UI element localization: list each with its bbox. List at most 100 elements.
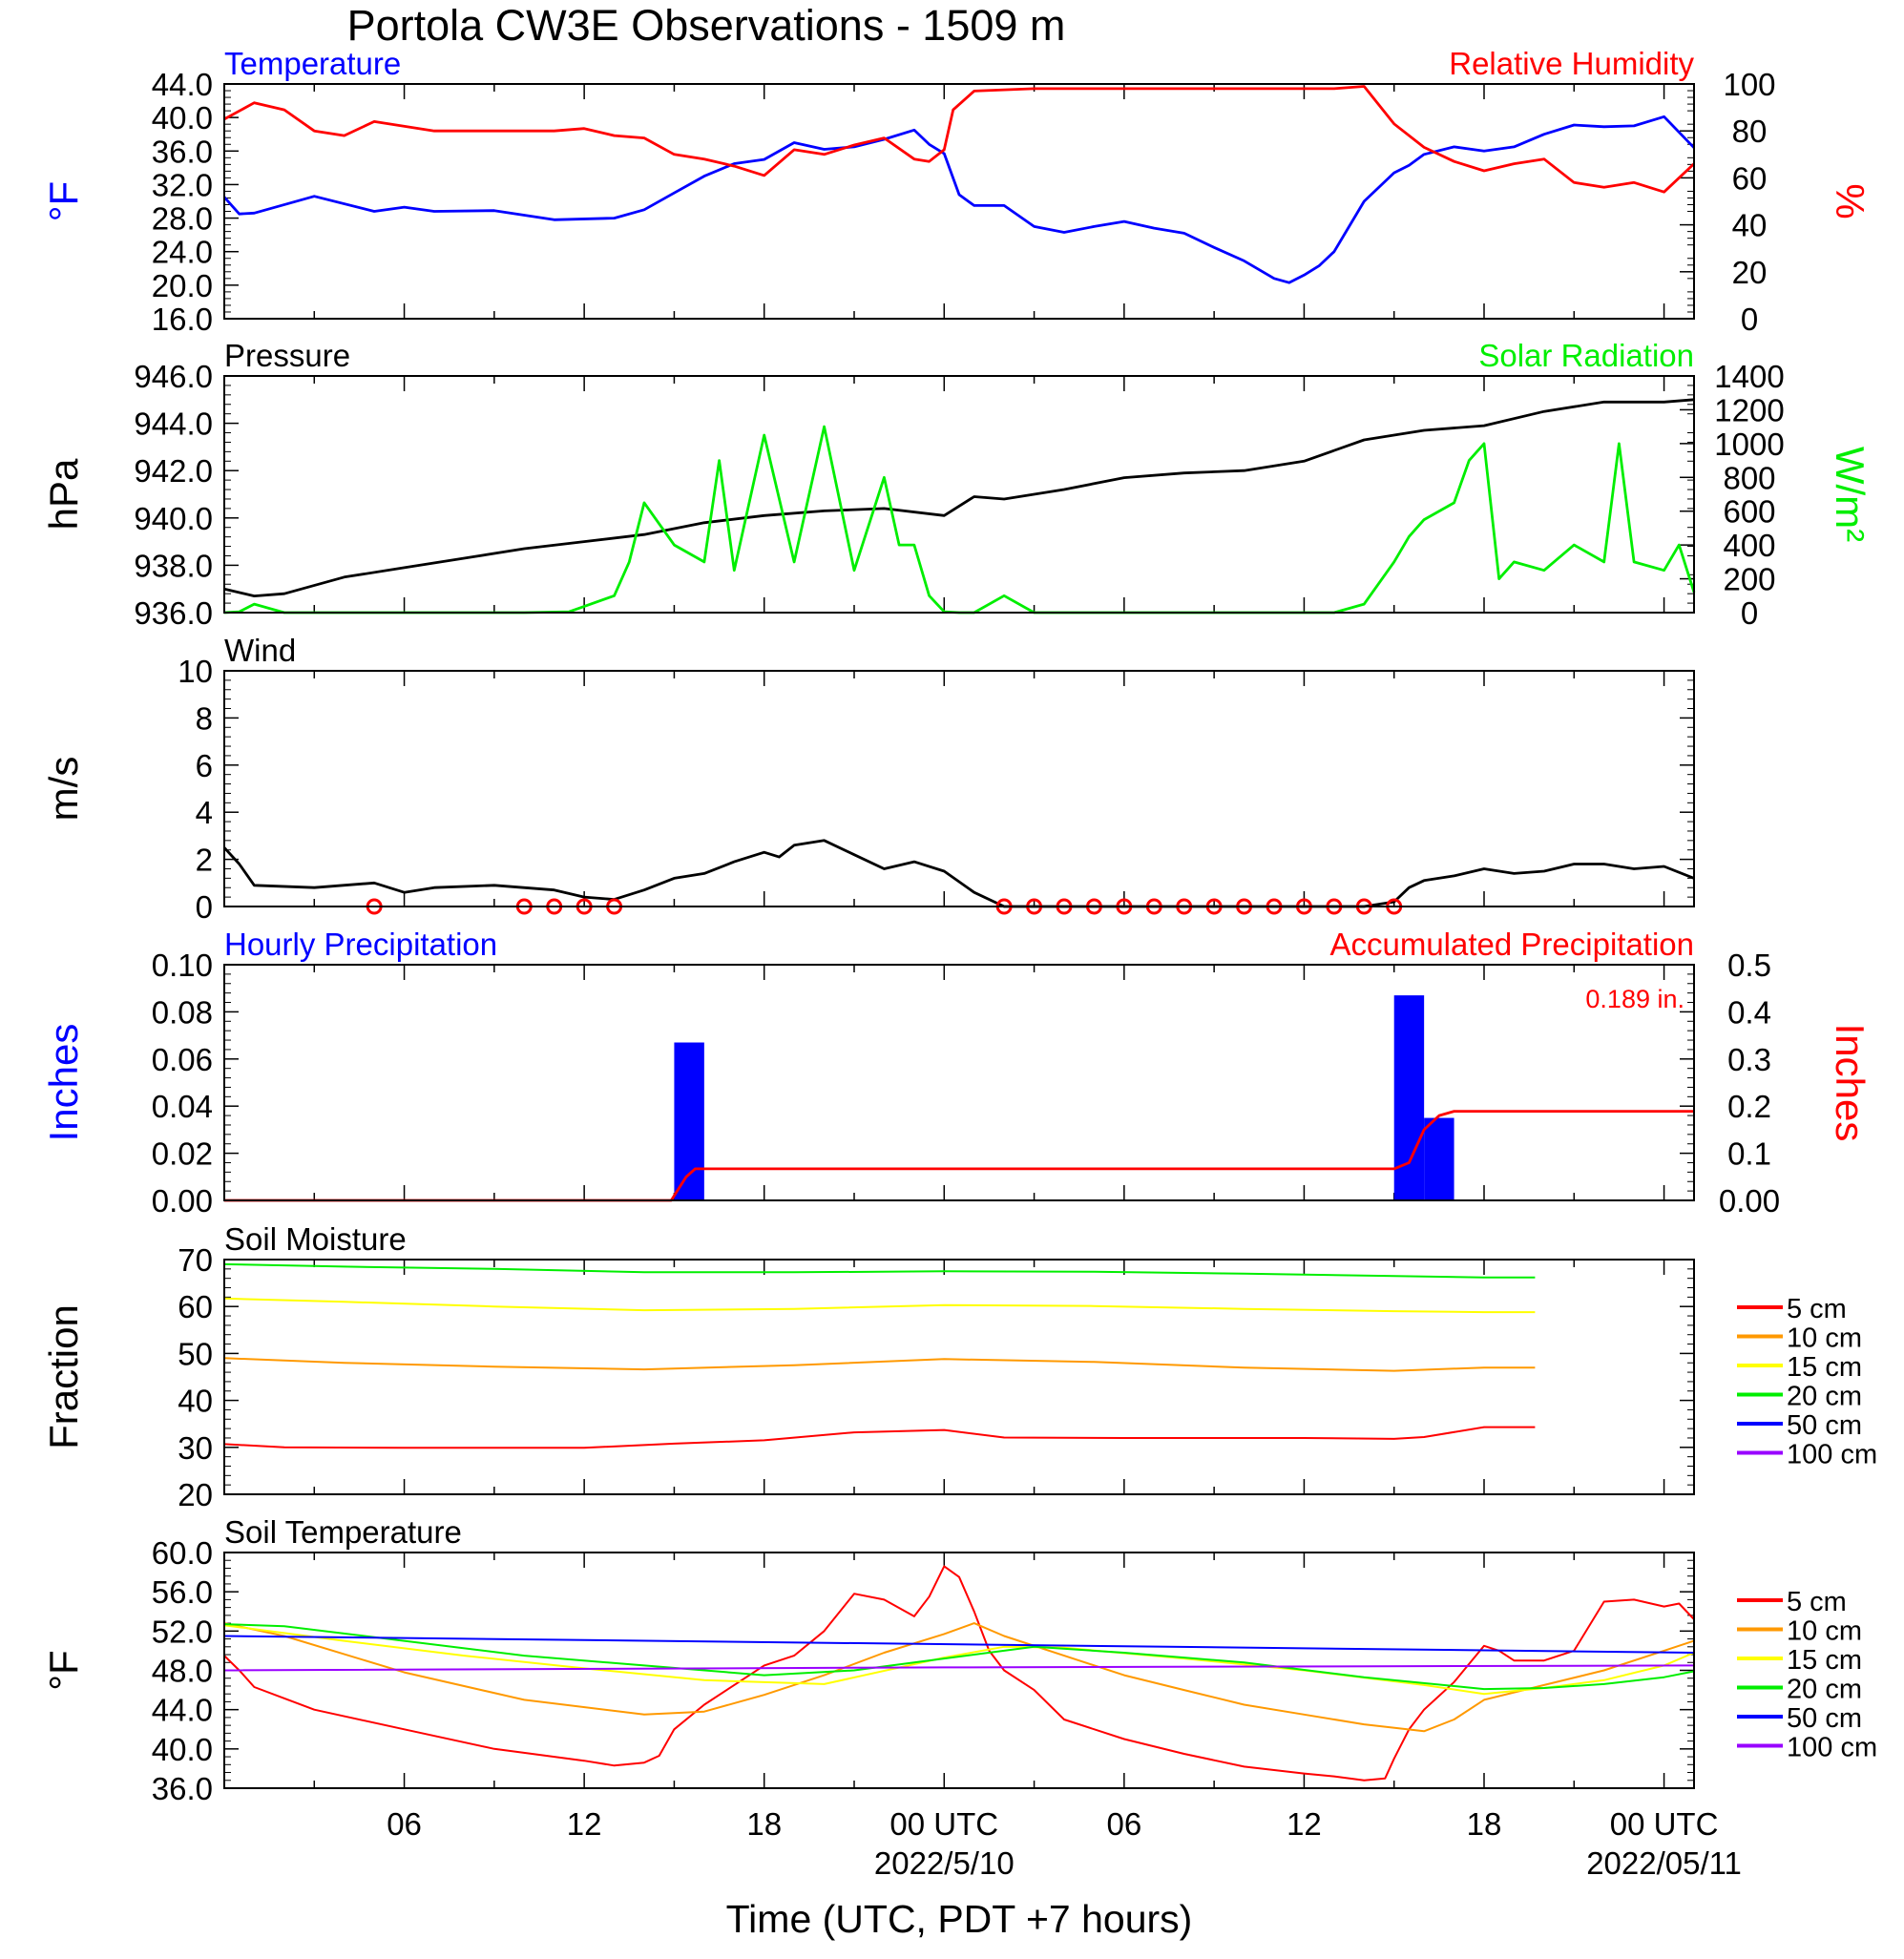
legend-label: 15 cm [1787, 1352, 1862, 1383]
plot-frame [223, 670, 1695, 907]
y-tick-label-left: 944.0 [134, 406, 213, 442]
y-tick-label-right: 0.5 [1727, 948, 1771, 983]
y-tick-label-left: 40.0 [152, 100, 213, 135]
panel-6: 36.0 40.0 44.0 48.0 52.0 56.060.0 Soil Tempera… [41, 1514, 1877, 1806]
series-line-2 [223, 425, 1696, 615]
y-tick-label-right: 600 [1723, 494, 1775, 530]
y-tick-label-right: 1200 [1714, 392, 1784, 427]
panel-title-left: Soil Moisture [224, 1221, 407, 1257]
legend-label: 100 cm [1787, 1733, 1877, 1763]
y-tick-label-left: 6 [196, 748, 213, 783]
x-tick-label: 00 UTC [1610, 1806, 1719, 1842]
legend-label: 5 cm [1787, 1294, 1847, 1324]
y-tick-label-left: 36.0 [152, 1771, 213, 1806]
panel-title-right: Relative Humidity [1449, 46, 1694, 81]
y-tick-label-right: 200 [1723, 562, 1775, 597]
panel-2: 936.0 938.0 940.0 942.0 944.0 946.0 0200400600… [41, 338, 1873, 631]
y-tick-label-right: 0 [1741, 302, 1758, 337]
y-tick-label-right: 0.4 [1727, 994, 1771, 1030]
y-tick-label-right: 1400 [1714, 359, 1784, 394]
y-tick-label-left: 48.0 [152, 1654, 213, 1689]
y-tick-label-left: 30 [178, 1430, 213, 1466]
panel-4: 0.00 0.02 0.04 0.06 0.08 0.10 0.00 0.1 0.2 0.3 0.4… [41, 927, 1873, 1219]
legend-label: 5 cm [1787, 1587, 1847, 1617]
x-tick-label: 18 [1467, 1806, 1502, 1842]
y-tick-label-left: 4 [196, 795, 213, 830]
series-line-5 [223, 1635, 1695, 1654]
precip-bar [674, 1042, 704, 1200]
panel-title-right: Accumulated Precipitation [1329, 927, 1694, 962]
y-tick-label-right: 80 [1732, 114, 1768, 149]
y-tick-label-left: 32.0 [152, 167, 213, 202]
y-tick-label-left: 24.0 [152, 235, 213, 270]
y-tick-label-right: 1000 [1714, 427, 1784, 462]
x-tick-label: 12 [1287, 1806, 1322, 1842]
x-tick-label: 12 [567, 1806, 602, 1842]
y-axis-label-right: Inches [1828, 1024, 1873, 1142]
y-tick-label-right: 0.3 [1727, 1042, 1771, 1077]
y-tick-label-left: 2 [196, 843, 213, 878]
y-tick-label-left: 28.0 [152, 201, 213, 237]
y-tick-label-right: 20 [1732, 255, 1768, 290]
legend-label: 20 cm [1787, 1382, 1862, 1412]
series-line-1 [223, 1565, 1695, 1782]
y-axis-label-right: W/m² [1828, 447, 1873, 542]
y-tick-label-left: 8 [196, 700, 213, 736]
series-line-3 [223, 1624, 1695, 1696]
y-tick-label-left: 20 [178, 1477, 213, 1512]
y-axis-label-left: Inches [41, 1024, 86, 1142]
series-line-1 [222, 839, 1695, 908]
y-tick-label-left: 60.0 [152, 1535, 213, 1571]
y-tick-label-left: 16.0 [152, 302, 213, 337]
y-axis-label-left: °F [41, 1650, 86, 1690]
x-tick-label: 06 [387, 1806, 422, 1842]
y-tick-label-left: 0.10 [152, 948, 213, 983]
plot-frame [223, 375, 1695, 614]
y-tick-label-right: 40 [1732, 208, 1768, 243]
plot-frame [223, 1552, 1695, 1789]
y-tick-label-left: 0.00 [152, 1183, 213, 1219]
y-axis-label-left: m/s [41, 757, 86, 822]
legend-label: 50 cm [1787, 1410, 1862, 1441]
y-tick-label-right: 0.2 [1727, 1089, 1771, 1124]
legend-label: 10 cm [1787, 1323, 1862, 1354]
series-line-6 [223, 1664, 1695, 1672]
y-axis-label-left: °F [41, 181, 86, 221]
series-line-4 [223, 1623, 1695, 1691]
panel-title-left: Hourly Precipitation [224, 927, 497, 962]
legend-label: 50 cm [1787, 1703, 1862, 1734]
y-tick-label-left: 0.02 [152, 1136, 213, 1172]
x-date-label: 2022/05/11 [1586, 1845, 1742, 1881]
x-tick-label: 00 UTC [889, 1806, 998, 1842]
series-line-4 [223, 1262, 1536, 1279]
y-tick-label-right: 0.1 [1727, 1136, 1771, 1172]
series-line-1 [223, 398, 1695, 597]
y-tick-label-left: 44.0 [152, 67, 213, 102]
y-tick-label-left: 56.0 [152, 1574, 213, 1610]
y-tick-label-left: 938.0 [134, 548, 213, 583]
panel-title-left: Temperature [224, 46, 401, 81]
panel-5: 20 30 40 50 60 70 Soil Moisture Fraction 5 cm10 … [41, 1221, 1877, 1512]
precip-bar [1424, 1117, 1454, 1200]
series-line-1 [223, 1426, 1536, 1449]
plot-frame [223, 964, 1695, 1201]
y-tick-label-left: 0.06 [152, 1042, 213, 1077]
x-date-label: 2022/5/10 [874, 1845, 1015, 1881]
panel-title-left: Soil Temperature [224, 1514, 462, 1550]
series-line-2 [223, 1357, 1536, 1372]
legend-label: 15 cm [1787, 1645, 1862, 1676]
series-line-3 [223, 1297, 1536, 1314]
panel-title-left: Pressure [224, 338, 350, 373]
x-tick-label: 18 [746, 1806, 782, 1842]
y-tick-label-right: 800 [1723, 460, 1775, 495]
y-tick-label-left: 0 [196, 889, 213, 925]
y-axis-label-right: % [1828, 183, 1873, 219]
y-tick-label-left: 36.0 [152, 134, 213, 169]
y-tick-label-right: 0.00 [1719, 1183, 1780, 1219]
panel-1: 16.020.024.028.032.036.040.044.0 0 20 40 60 8… [41, 46, 1873, 337]
y-tick-label-left: 44.0 [152, 1693, 213, 1728]
y-tick-label-right: 100 [1723, 67, 1775, 102]
y-tick-label-left: 0.04 [152, 1089, 213, 1124]
